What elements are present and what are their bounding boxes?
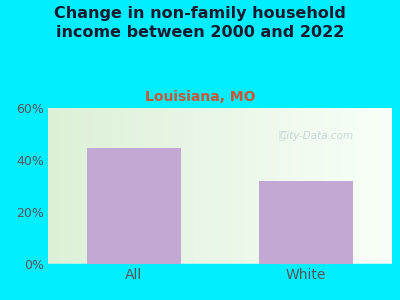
Text: Louisiana, MO: Louisiana, MO — [145, 90, 255, 104]
Text: ⦾: ⦾ — [279, 131, 285, 141]
Text: Change in non-family household
income between 2000 and 2022: Change in non-family household income be… — [54, 6, 346, 40]
Bar — [259, 181, 353, 264]
Bar — [87, 148, 181, 264]
Text: City-Data.com: City-Data.com — [279, 131, 353, 141]
